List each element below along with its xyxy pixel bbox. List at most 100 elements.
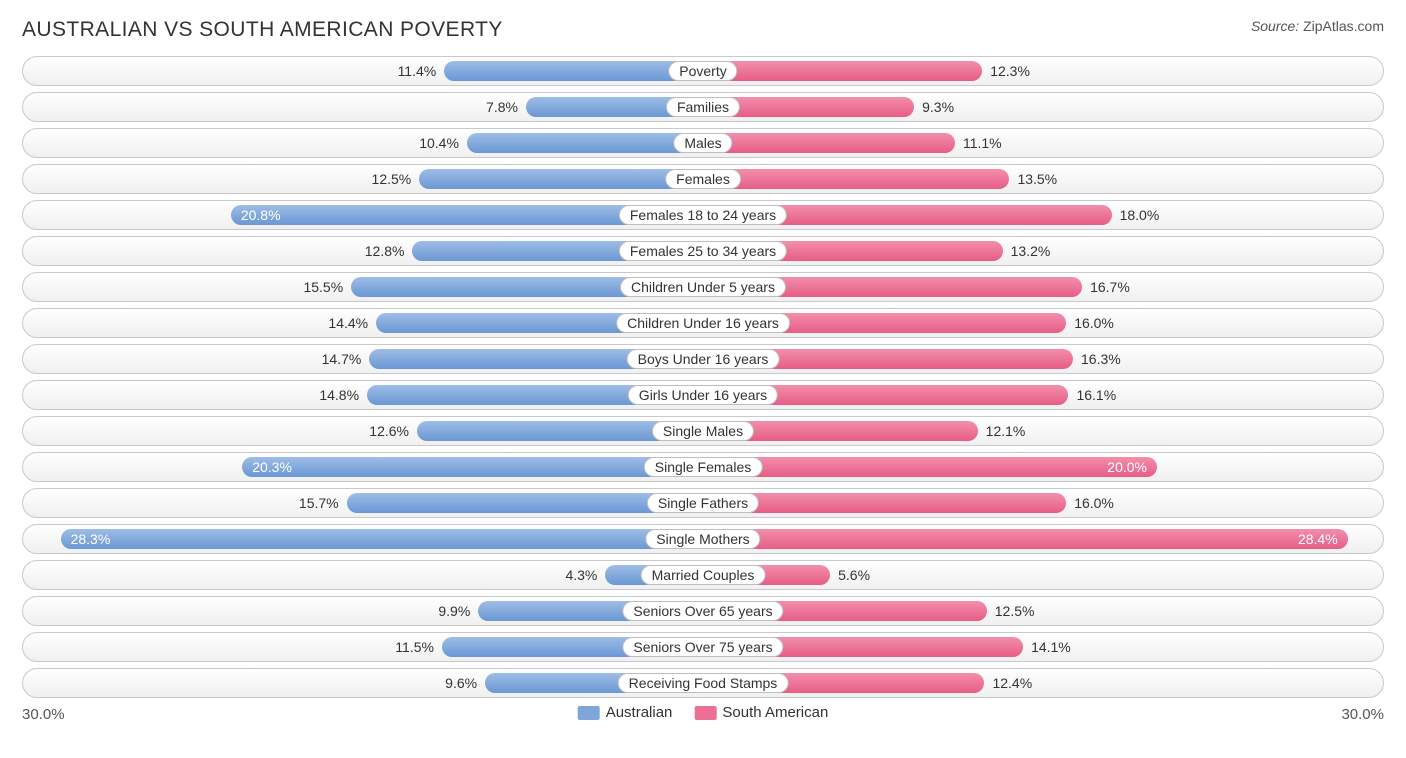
value-south-american: 12.5% <box>995 596 1035 626</box>
row-half-right: 18.0% <box>703 200 1384 230</box>
category-label: Families <box>666 97 740 117</box>
value-australian: 9.6% <box>445 668 477 698</box>
bar-south-american <box>703 529 1348 549</box>
row-half-left: 14.8% <box>22 380 703 410</box>
category-label: Married Couples <box>641 565 766 585</box>
chart-row: 12.8% 13.2% Females 25 to 34 years <box>22 236 1384 266</box>
chart-row: 15.7% 16.0% Single Fathers <box>22 488 1384 518</box>
bar-australian <box>61 529 703 549</box>
row-half-left: 12.5% <box>22 164 703 194</box>
row-half-right: 12.5% <box>703 596 1384 626</box>
value-australian: 20.3% <box>252 452 292 482</box>
row-half-right: 16.3% <box>703 344 1384 374</box>
source-label: Source: <box>1251 18 1299 34</box>
value-south-american: 12.4% <box>992 668 1032 698</box>
value-south-american: 12.1% <box>986 416 1026 446</box>
chart-row: 11.5% 14.1% Seniors Over 75 years <box>22 632 1384 662</box>
row-half-left: 4.3% <box>22 560 703 590</box>
chart-row: 28.3% 28.4% Single Mothers <box>22 524 1384 554</box>
row-half-left: 28.3% <box>22 524 703 554</box>
chart-footer: 30.0% Australian South American 30.0% <box>22 704 1384 730</box>
row-half-right: 9.3% <box>703 92 1384 122</box>
legend-label-south-american: South American <box>722 704 828 721</box>
category-label: Children Under 5 years <box>620 277 786 297</box>
value-south-american: 28.4% <box>1298 524 1338 554</box>
category-label: Single Females <box>644 457 763 477</box>
row-half-left: 12.6% <box>22 416 703 446</box>
value-australian: 11.5% <box>395 632 434 662</box>
row-half-left: 14.7% <box>22 344 703 374</box>
row-half-right: 16.0% <box>703 308 1384 338</box>
bar-south-american <box>703 61 982 81</box>
value-australian: 9.9% <box>438 596 470 626</box>
diverging-bar-chart: 11.4% 12.3%Poverty 7.8%9.3%Families 10.4% 11… <box>22 56 1384 698</box>
chart-row: 20.8% 18.0%Females 18 to 24 years <box>22 200 1384 230</box>
category-label: Females 18 to 24 years <box>619 205 787 225</box>
value-south-american: 13.2% <box>1011 236 1051 266</box>
row-half-right: 13.5% <box>703 164 1384 194</box>
bar-australian <box>242 457 703 477</box>
bar-south-american <box>703 457 1157 477</box>
value-australian: 12.5% <box>372 164 412 194</box>
chart-row: 10.4%11.1%Males <box>22 128 1384 158</box>
value-south-american: 5.6% <box>838 560 870 590</box>
row-half-left: 20.3% <box>22 452 703 482</box>
row-half-left: 14.4% <box>22 308 703 338</box>
legend-swatch-australian <box>578 706 600 720</box>
row-half-right: 11.1% <box>703 128 1384 158</box>
chart-row: 12.6%12.1%Single Males <box>22 416 1384 446</box>
legend-item-australian: Australian <box>578 704 673 721</box>
bar-australian <box>467 133 703 153</box>
value-south-american: 16.0% <box>1074 308 1114 338</box>
category-label: Boys Under 16 years <box>627 349 780 369</box>
value-australian: 20.8% <box>241 200 281 230</box>
category-label: Seniors Over 65 years <box>622 601 783 621</box>
value-australian: 15.5% <box>303 272 343 302</box>
row-half-right: 5.6% <box>703 560 1384 590</box>
row-half-right: 16.0% <box>703 488 1384 518</box>
value-australian: 14.8% <box>319 380 359 410</box>
chart-source: Source: ZipAtlas.com <box>1251 18 1384 34</box>
row-half-right: 12.1% <box>703 416 1384 446</box>
chart-row: 15.5% 16.7%Children Under 5 years <box>22 272 1384 302</box>
category-label: Single Fathers <box>647 493 759 513</box>
value-south-american: 11.1% <box>963 128 1002 158</box>
bar-south-american <box>703 133 955 153</box>
source-value: ZipAtlas.com <box>1303 18 1384 34</box>
value-australian: 14.7% <box>322 344 362 374</box>
value-south-american: 16.3% <box>1081 344 1121 374</box>
row-half-left: 15.7% <box>22 488 703 518</box>
row-half-left: 10.4% <box>22 128 703 158</box>
value-south-american: 13.5% <box>1017 164 1057 194</box>
value-australian: 12.6% <box>369 416 409 446</box>
row-half-right: 28.4% <box>703 524 1384 554</box>
value-south-american: 14.1% <box>1031 632 1071 662</box>
chart-row: 14.7% 16.3% Boys Under 16 years <box>22 344 1384 374</box>
row-half-left: 11.4% <box>22 56 703 86</box>
row-half-right: 12.3% <box>703 56 1384 86</box>
value-south-american: 16.0% <box>1074 488 1114 518</box>
chart-row: 7.8%9.3%Families <box>22 92 1384 122</box>
bar-australian <box>419 169 703 189</box>
value-australian: 14.4% <box>328 308 368 338</box>
category-label: Poverty <box>668 61 737 81</box>
chart-row: 4.3% 5.6% Married Couples <box>22 560 1384 590</box>
value-australian: 11.4% <box>398 56 437 86</box>
category-label: Females 25 to 34 years <box>619 241 787 261</box>
row-half-left: 12.8% <box>22 236 703 266</box>
legend-swatch-south-american <box>694 706 716 720</box>
chart-row: 9.6%12.4%Receiving Food Stamps <box>22 668 1384 698</box>
legend-label-australian: Australian <box>606 704 673 721</box>
chart-row: 14.4%16.0%Children Under 16 years <box>22 308 1384 338</box>
row-half-right: 14.1% <box>703 632 1384 662</box>
row-half-right: 13.2% <box>703 236 1384 266</box>
row-half-right: 16.7% <box>703 272 1384 302</box>
row-half-left: 9.9% <box>22 596 703 626</box>
value-australian: 28.3% <box>71 524 111 554</box>
legend-item-south-american: South American <box>694 704 828 721</box>
chart-row: 9.9% 12.5% Seniors Over 65 years <box>22 596 1384 626</box>
category-label: Single Mothers <box>645 529 760 549</box>
chart-row: 14.8%16.1%Girls Under 16 years <box>22 380 1384 410</box>
row-half-right: 16.1% <box>703 380 1384 410</box>
category-label: Seniors Over 75 years <box>622 637 783 657</box>
